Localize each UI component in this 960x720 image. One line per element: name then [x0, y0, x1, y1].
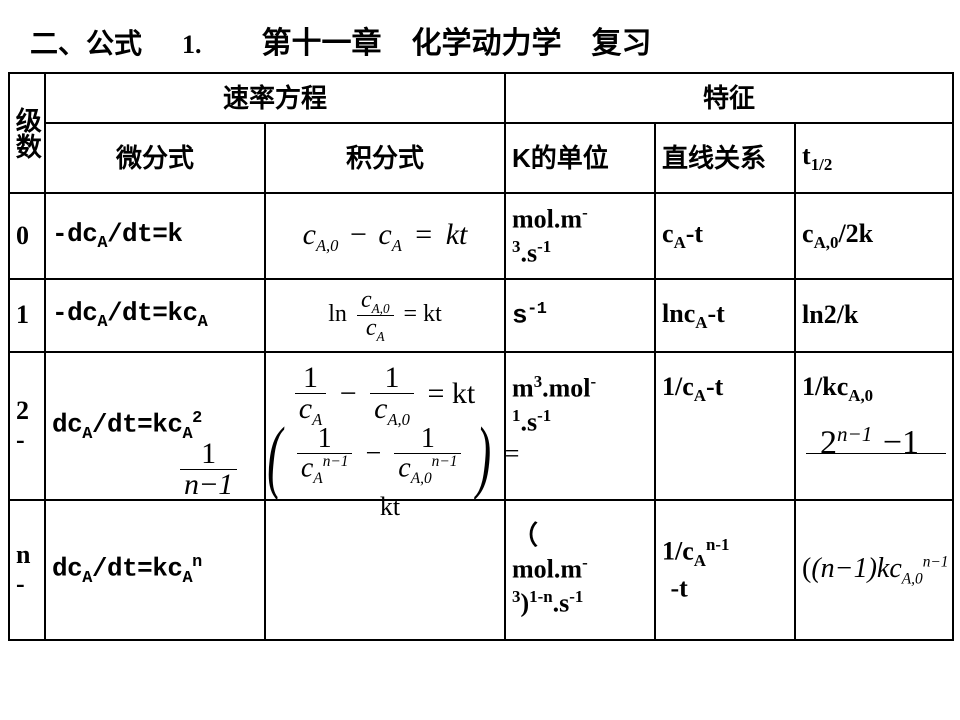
- overlay-thalf-num: 2n−1 −1: [816, 413, 925, 473]
- table-header-row: 级数 速率方程 特征: [9, 73, 953, 123]
- col-line: 直线关系: [655, 123, 795, 193]
- order-cell: 0: [9, 193, 45, 279]
- diff-cell: -dcA/dt=k: [45, 193, 265, 279]
- kunit-cell: mol.m- 3.s-1: [505, 193, 655, 279]
- line-cell: 1/cAn-1 1-t: [655, 500, 795, 640]
- thalf-cell: 1/kcA,0 2n−1 −1: [795, 352, 953, 500]
- int-cell: cA,0 − cA = kt: [265, 193, 505, 279]
- kinetics-table: 级数 速率方程 特征 微分式 积分式 K的单位 直线关系 t1/2 0 -dcA…: [8, 72, 954, 641]
- line-cell: cA-t: [655, 193, 795, 279]
- line-cell: 1/cA-t: [655, 352, 795, 500]
- int-cell: ln cA,0 cA = kt: [265, 279, 505, 352]
- col-int: 积分式: [265, 123, 505, 193]
- order-cell: n-: [9, 500, 45, 640]
- line-cell: lncA-t: [655, 279, 795, 352]
- kunit-cell: （ mol.m- 3)1-n.s-1: [505, 500, 655, 640]
- table-row: 1 -dcA/dt=kcA ln cA,0 cA = kt s-1 lncA-t…: [9, 279, 953, 352]
- diff-cell: dcA/dt=kcAn: [45, 500, 265, 640]
- order-cell: 2-: [9, 352, 45, 500]
- overlay-thalf-bar: [806, 453, 946, 454]
- col-rate-eq: 速率方程: [45, 73, 505, 123]
- diff-cell: dcA/dt=kcA2 1 n−1: [45, 352, 265, 500]
- section-number: 1.: [182, 30, 202, 60]
- col-order: 级数: [9, 73, 45, 193]
- overlay-frac: 1 n−1: [176, 431, 241, 508]
- overlay-nth-int: ( 1 cAn−1 − 1 cA,0n−1 ) = kt: [260, 423, 520, 524]
- section-label: 二、公式: [30, 22, 142, 62]
- order-cell: 1: [9, 279, 45, 352]
- chapter-title: 第十一章 化学动力学 复习: [262, 18, 652, 62]
- table-subheader-row: 微分式 积分式 K的单位 直线关系 t1/2: [9, 123, 953, 193]
- kunit-cell: s-1: [505, 279, 655, 352]
- thalf-cell: cA,0/2k: [795, 193, 953, 279]
- int-cell: 1 cA − 1 cA,0 = kt ( 1 cAn−1 − 1 cA,0n−1: [265, 352, 505, 500]
- page-header: 二、公式 1. 第十一章 化学动力学 复习: [0, 0, 960, 72]
- col-kunit: K的单位: [505, 123, 655, 193]
- table-row: 0 -dcA/dt=k cA,0 − cA = kt mol.m- 3.s-1 …: [9, 193, 953, 279]
- thalf-cell: ln2/k: [795, 279, 953, 352]
- col-features: 特征: [505, 73, 953, 123]
- table-row: 2- dcA/dt=kcA2 1 n−1 1 cA − 1 cA,0 = kt: [9, 352, 953, 500]
- thalf-cell: ((n−1)kcA,0n−1: [795, 500, 953, 640]
- col-diff: 微分式: [45, 123, 265, 193]
- kunit-cell: m3.mol- 1.s-1: [505, 352, 655, 500]
- col-thalf: t1/2: [795, 123, 953, 193]
- diff-cell: -dcA/dt=kcA: [45, 279, 265, 352]
